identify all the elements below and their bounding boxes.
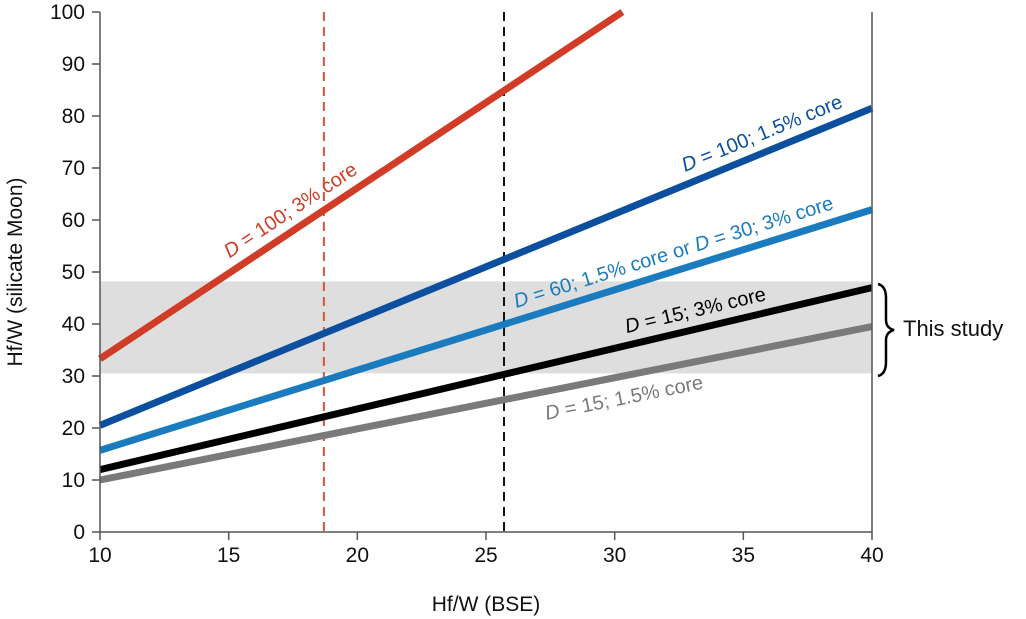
band-label: This study: [903, 316, 1003, 341]
series-line-1: [98, 104, 874, 429]
y-tick-label: 80: [62, 105, 85, 128]
x-tick-label: 40: [860, 544, 883, 567]
x-tick-label: 25: [474, 544, 497, 567]
y-tick-label: 90: [62, 53, 85, 76]
series-line-3: [99, 284, 873, 474]
x-axis-label: Hf/W (BSE): [432, 593, 541, 616]
series-label-0: D = 100; 3% core: [220, 159, 361, 263]
x-tick-label: 20: [346, 544, 369, 567]
x-tick-label: 10: [88, 544, 111, 567]
x-tick-label: 30: [603, 544, 626, 567]
y-tick-label: 20: [62, 417, 85, 440]
y-tick-label: 70: [62, 157, 85, 180]
y-axis-label: Hf/W (silicate Moon): [4, 177, 27, 366]
y-tick-label: 30: [62, 365, 85, 388]
series-line-4: [99, 323, 873, 484]
x-tick-label: 15: [217, 544, 240, 567]
y-tick-label: 50: [62, 261, 85, 284]
series-line-0: [98, 9, 625, 362]
series-line-2: [98, 206, 874, 454]
y-tick-label: 40: [62, 313, 85, 336]
series-label-1: D = 100; 1.5% core: [679, 91, 846, 177]
x-tick-label: 35: [732, 544, 755, 567]
series-label-4: D = 15; 1.5% core: [543, 372, 705, 425]
band-brace: [877, 282, 895, 378]
y-tick-label: 100: [50, 1, 85, 24]
y-tick-label: 0: [73, 521, 85, 544]
y-tick-label: 60: [62, 209, 85, 232]
y-tick-label: 10: [62, 469, 85, 492]
